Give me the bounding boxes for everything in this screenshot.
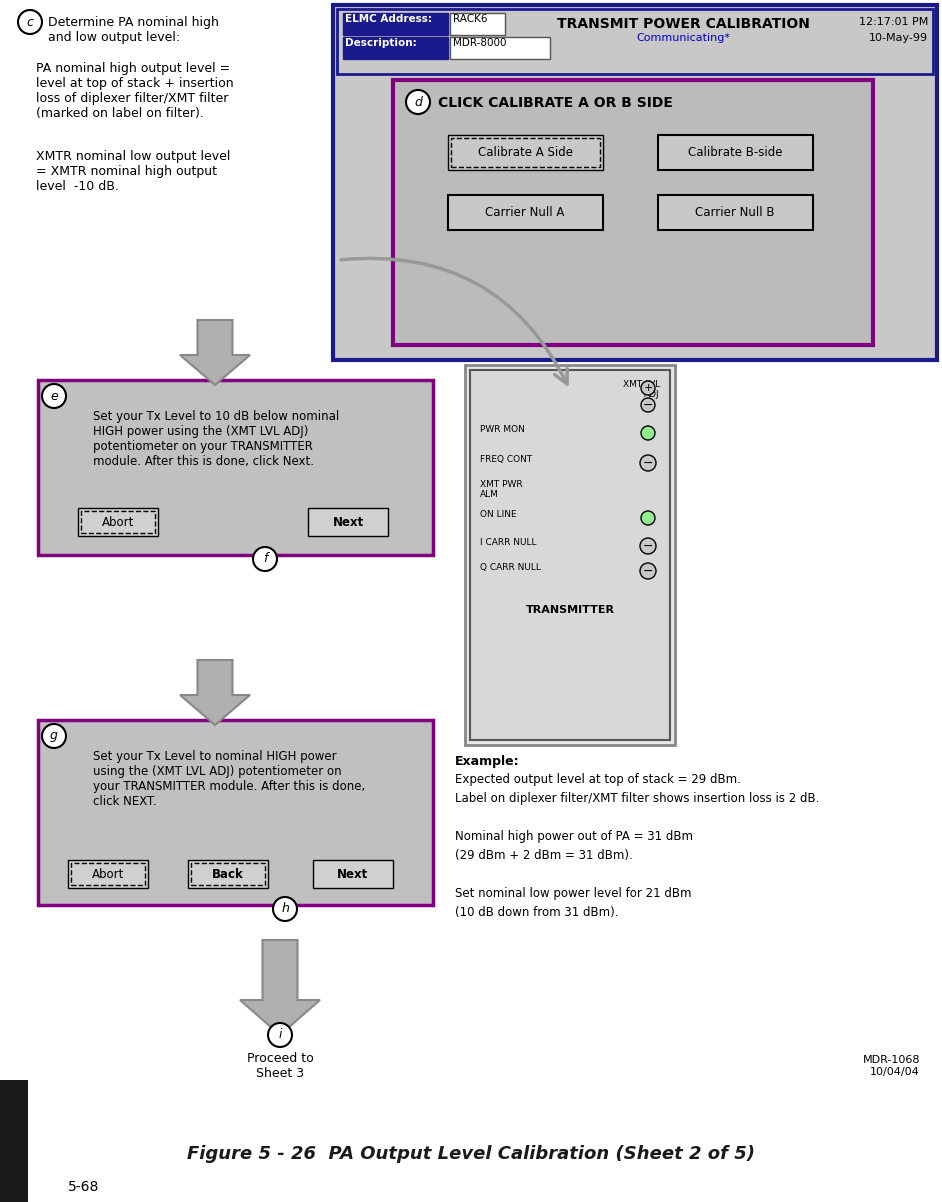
Text: Expected output level at top of stack = 29 dBm.
Label on diplexer filter/XMT fil: Expected output level at top of stack = …: [455, 773, 820, 920]
Text: Proceed to
Sheet 3: Proceed to Sheet 3: [247, 1052, 314, 1081]
Bar: [68, 859, 148, 888]
Text: Calibrate A Side: Calibrate A Side: [478, 145, 573, 159]
Bar: [450, 13, 505, 35]
Text: Figure 5 - 26  PA Output Level Calibration (Sheet 2 of 5): Figure 5 - 26 PA Output Level Calibratio…: [187, 1146, 755, 1164]
Bar: [337, 8, 933, 75]
Text: Next: Next: [333, 516, 364, 529]
Bar: [188, 859, 268, 888]
Text: 5-68: 5-68: [68, 1180, 99, 1194]
Bar: [470, 370, 670, 740]
Text: Back: Back: [212, 868, 244, 881]
Text: I CARR NULL: I CARR NULL: [480, 538, 537, 547]
Bar: [658, 195, 813, 230]
Text: e: e: [50, 389, 57, 403]
Bar: [313, 859, 393, 888]
Circle shape: [273, 897, 297, 921]
Text: Description:: Description:: [345, 38, 416, 48]
Circle shape: [406, 90, 430, 114]
Text: Next: Next: [337, 868, 368, 881]
Text: PWR MON: PWR MON: [480, 426, 525, 434]
Text: −: −: [642, 457, 653, 470]
Bar: [81, 511, 155, 532]
Bar: [308, 508, 388, 536]
Text: 12:17:01 PM: 12:17:01 PM: [858, 17, 928, 26]
Text: ELMC Address:: ELMC Address:: [345, 14, 432, 24]
Bar: [448, 195, 603, 230]
Circle shape: [641, 426, 655, 440]
Text: h: h: [281, 903, 289, 916]
Circle shape: [640, 538, 656, 554]
Circle shape: [42, 724, 66, 748]
Text: XMT PWR
ALM: XMT PWR ALM: [480, 480, 523, 499]
Circle shape: [253, 547, 277, 571]
Text: Carrier Null A: Carrier Null A: [485, 206, 564, 219]
Bar: [451, 138, 600, 167]
Bar: [450, 37, 550, 59]
Text: −: −: [642, 540, 653, 553]
Text: CLICK CALIBRATE A OR B SIDE: CLICK CALIBRATE A OR B SIDE: [438, 96, 673, 111]
Text: Abort: Abort: [91, 868, 124, 881]
Text: Determine PA nominal high
and low output level:: Determine PA nominal high and low output…: [48, 16, 219, 44]
Bar: [465, 365, 675, 745]
Bar: [38, 380, 433, 555]
Circle shape: [640, 456, 656, 471]
Text: ON LINE: ON LINE: [480, 510, 516, 519]
Text: XMTR nominal low output level
= XMTR nominal high output
level  -10 dB.: XMTR nominal low output level = XMTR nom…: [36, 150, 231, 194]
Text: −: −: [642, 565, 653, 577]
Polygon shape: [180, 320, 250, 385]
Text: FREQ CONT: FREQ CONT: [480, 456, 532, 464]
Text: PA nominal high output level =
level at top of stack + insertion
loss of diplexe: PA nominal high output level = level at …: [36, 63, 234, 120]
Text: f: f: [263, 553, 268, 565]
Bar: [343, 37, 448, 59]
Polygon shape: [240, 940, 320, 1035]
Circle shape: [641, 381, 655, 395]
Bar: [333, 5, 937, 361]
Circle shape: [18, 10, 42, 34]
Text: Abort: Abort: [102, 516, 134, 529]
Bar: [658, 135, 813, 169]
Text: −: −: [642, 399, 653, 411]
Text: Calibrate B-side: Calibrate B-side: [688, 145, 782, 159]
FancyArrowPatch shape: [341, 258, 567, 383]
Circle shape: [640, 563, 656, 579]
Polygon shape: [180, 660, 250, 725]
Circle shape: [641, 511, 655, 525]
Bar: [71, 863, 145, 885]
Text: Carrier Null B: Carrier Null B: [695, 206, 774, 219]
Text: RACK6: RACK6: [453, 14, 488, 24]
Bar: [38, 720, 433, 905]
Bar: [191, 863, 265, 885]
Text: +: +: [643, 383, 653, 393]
Text: MDR-8000: MDR-8000: [453, 38, 507, 48]
Text: XMT LVL
ADJ: XMT LVL ADJ: [623, 380, 660, 399]
Text: d: d: [414, 95, 422, 108]
Text: g: g: [50, 730, 58, 743]
Text: c: c: [26, 16, 33, 29]
Text: TRANSMITTER: TRANSMITTER: [526, 605, 614, 615]
Bar: [343, 13, 448, 35]
Text: Set your Tx Level to nominal HIGH power
using the (XMT LVL ADJ) potentiometer on: Set your Tx Level to nominal HIGH power …: [93, 750, 365, 808]
Text: MDR-1068
10/04/04: MDR-1068 10/04/04: [863, 1055, 920, 1077]
Circle shape: [42, 383, 66, 407]
Bar: [393, 81, 873, 345]
Bar: [78, 508, 158, 536]
Text: Set your Tx Level to 10 dB below nominal
HIGH power using the (XMT LVL ADJ)
pote: Set your Tx Level to 10 dB below nominal…: [93, 410, 339, 468]
Text: Q CARR NULL: Q CARR NULL: [480, 563, 541, 572]
Circle shape: [641, 398, 655, 412]
Text: Communicating*: Communicating*: [636, 32, 730, 43]
Text: 10-May-99: 10-May-99: [869, 32, 928, 43]
Text: TRANSMIT POWER CALIBRATION: TRANSMIT POWER CALIBRATION: [557, 17, 809, 31]
Bar: [0, 1081, 28, 1202]
Circle shape: [268, 1023, 292, 1047]
Text: Example:: Example:: [455, 755, 520, 768]
Text: i: i: [278, 1029, 282, 1041]
Bar: [448, 135, 603, 169]
